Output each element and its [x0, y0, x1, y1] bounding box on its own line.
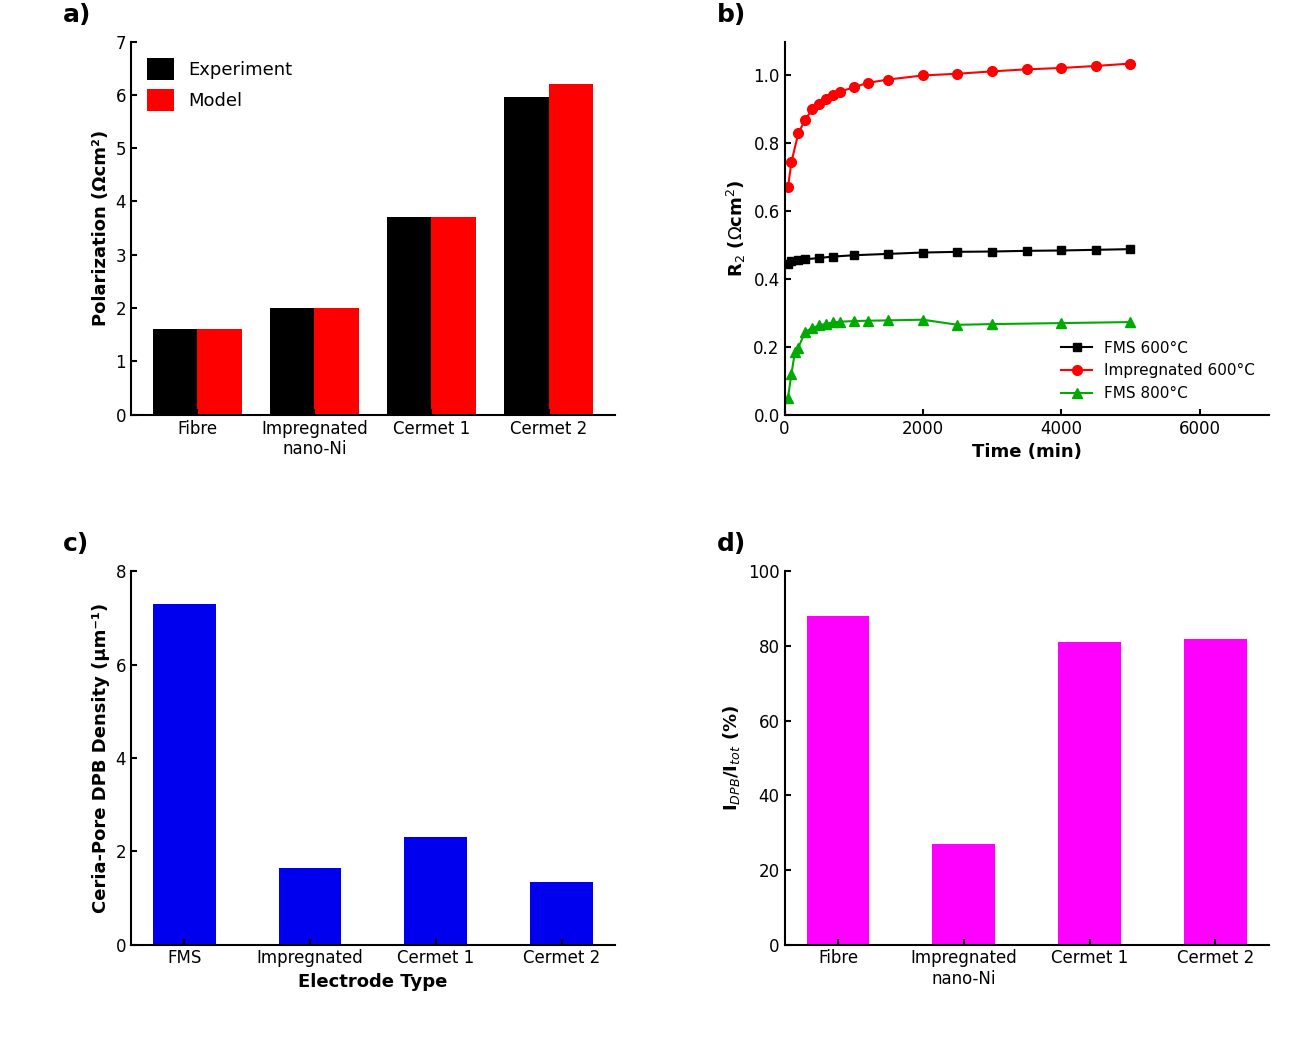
FMS 800°C [790, 342, 806, 354]
FMS 800°C [798, 325, 814, 337]
FMS 600°C [1122, 243, 1138, 255]
Impregnated 600°C [832, 85, 848, 98]
Bar [269, 308, 314, 415]
FMS 800°C [916, 313, 931, 326]
Impregnated 600°C [950, 67, 965, 80]
Impregnated 600°C [1088, 60, 1104, 73]
Y-axis label: Ceria-Pore DPB Density (μm⁻¹): Ceria-Pore DPB Density (μm⁻¹) [92, 603, 110, 913]
FMS 600°C [783, 255, 799, 268]
FMS 600°C [790, 254, 806, 267]
FMS 600°C [984, 245, 999, 257]
Text: c): c) [63, 532, 89, 556]
Bar [153, 329, 198, 415]
Bar [153, 604, 216, 945]
FMS 800°C [787, 346, 803, 358]
Text: d): d) [717, 532, 746, 556]
X-axis label: Electrode Type: Electrode Type [298, 973, 447, 991]
FMS 600°C [1019, 245, 1035, 257]
Impregnated 600°C [804, 103, 820, 115]
Bar [314, 308, 358, 415]
Bar [530, 881, 593, 945]
Bar [432, 217, 476, 415]
Y-axis label: I$_{DPB}$/I$_{tot}$ (%): I$_{DPB}$/I$_{tot}$ (%) [722, 705, 743, 811]
Legend: FMS 600°C, Impregnated 600°C, FMS 800°C: FMS 600°C, Impregnated 600°C, FMS 800°C [1056, 334, 1261, 407]
Impregnated 600°C [811, 98, 827, 110]
Impregnated 600°C [916, 70, 931, 82]
Bar [279, 868, 341, 945]
FMS 800°C [811, 320, 827, 332]
FMS 800°C [1053, 317, 1069, 329]
Impregnated 600°C [783, 156, 799, 168]
X-axis label: Time (min): Time (min) [972, 443, 1082, 461]
Y-axis label: Polarization (Ωcm²): Polarization (Ωcm²) [92, 130, 110, 326]
Bar [548, 84, 593, 415]
FMS 600°C [825, 250, 841, 263]
Text: a): a) [63, 2, 92, 27]
Bar [198, 329, 242, 415]
FMS 800°C [832, 316, 848, 328]
FMS 600°C [950, 246, 965, 258]
FMS 800°C [846, 315, 862, 327]
Impregnated 600°C [1122, 57, 1138, 70]
FMS 600°C [780, 257, 795, 270]
Text: b): b) [717, 2, 746, 27]
Bar [387, 217, 432, 415]
Impregnated 600°C [846, 81, 862, 93]
FMS 800°C [825, 317, 841, 329]
FMS 800°C [783, 367, 799, 380]
FMS 600°C [1053, 244, 1069, 256]
Bar [404, 838, 467, 945]
FMS 800°C [780, 391, 795, 404]
Legend: Experiment, Model: Experiment, Model [140, 51, 300, 118]
FMS 600°C [916, 246, 931, 258]
FMS 800°C [984, 318, 999, 330]
FMS 600°C [1088, 244, 1104, 256]
FMS 600°C [846, 249, 862, 262]
Bar [1058, 643, 1121, 945]
FMS 800°C [950, 319, 965, 331]
Impregnated 600°C [880, 74, 896, 86]
Impregnated 600°C [819, 93, 835, 106]
Impregnated 600°C [1019, 63, 1035, 76]
FMS 600°C [880, 248, 896, 261]
Impregnated 600°C [790, 127, 806, 139]
Bar [933, 844, 995, 945]
Impregnated 600°C [798, 113, 814, 126]
Impregnated 600°C [859, 77, 875, 89]
FMS 600°C [811, 252, 827, 265]
FMS 800°C [804, 322, 820, 334]
FMS 800°C [880, 315, 896, 327]
Bar [1184, 638, 1247, 945]
Impregnated 600°C [825, 89, 841, 102]
Line: FMS 800°C: FMS 800°C [783, 315, 1135, 403]
FMS 800°C [1122, 316, 1138, 328]
Line: Impregnated 600°C: Impregnated 600°C [783, 59, 1135, 192]
FMS 600°C [798, 253, 814, 266]
FMS 800°C [819, 318, 835, 330]
Impregnated 600°C [984, 65, 999, 78]
Bar [504, 98, 548, 415]
Line: FMS 600°C: FMS 600°C [783, 245, 1134, 268]
Impregnated 600°C [1053, 61, 1069, 74]
Impregnated 600°C [780, 182, 795, 194]
Bar [807, 617, 870, 945]
Y-axis label: R$_2$ ($\Omega$cm$^2$): R$_2$ ($\Omega$cm$^2$) [725, 180, 748, 277]
FMS 800°C [859, 315, 875, 327]
